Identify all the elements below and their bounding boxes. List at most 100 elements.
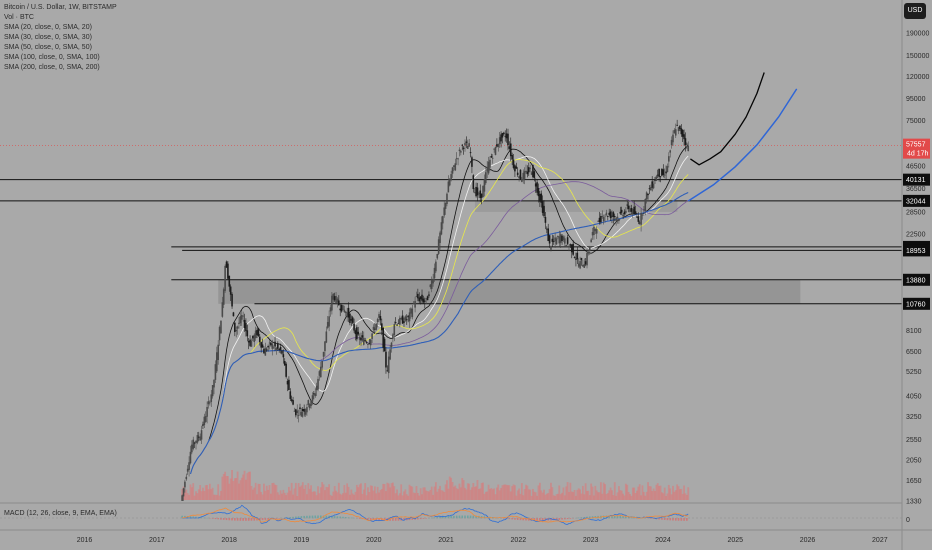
candle-body [229, 286, 232, 295]
volume-indicator-label[interactable]: Vol · BTC [4, 14, 34, 21]
macd-histogram-bar [292, 516, 294, 519]
candle-body [626, 204, 629, 206]
volume-bar [260, 491, 263, 500]
price-level-badge [903, 194, 930, 207]
candle-body [479, 190, 482, 199]
candle-body [343, 309, 346, 313]
candle-body [333, 296, 336, 301]
sma-200-label[interactable]: SMA (200, close, 0, SMA, 200) [4, 64, 100, 71]
volume-bar [618, 486, 620, 500]
volume-bar [229, 478, 232, 500]
candle-body [498, 137, 501, 145]
volume-bar [220, 490, 222, 500]
sma-50-label[interactable]: SMA (50, close, 0, SMA, 50) [4, 44, 92, 51]
volume-bar [605, 494, 608, 500]
macd-histogram-bar [322, 515, 325, 519]
volume-bar [339, 493, 342, 500]
volume-bar [684, 493, 687, 500]
candle-body [451, 167, 454, 174]
currency-button[interactable]: USD [904, 3, 926, 19]
time-axis[interactable]: 2016 2017 2018 2019 2020 2021 2022 2023 2024 2025… [77, 537, 888, 544]
volume-bar [254, 482, 257, 500]
volume-bar [301, 482, 304, 500]
volume-bar [457, 489, 459, 500]
candle-body [433, 267, 436, 279]
candle-body [446, 193, 448, 205]
volume-bar [649, 486, 652, 500]
volume-bar [459, 487, 462, 500]
macd-histogram-bar [658, 518, 660, 520]
price-axis[interactable]: 190000 150000 120000 95000 75000 46500 36500 28… [906, 31, 929, 506]
price-tick-label: 5250 [906, 369, 922, 376]
volume-bar [540, 490, 543, 500]
volume-bar [473, 486, 476, 500]
volume-bar [340, 494, 343, 500]
volume-bar [588, 495, 591, 500]
candle-body [403, 321, 405, 323]
candle-body [321, 360, 323, 368]
projection-blue-line[interactable] [687, 88, 798, 202]
candle-body [283, 361, 286, 366]
candle-body [534, 183, 537, 187]
macd-histogram-bar [472, 515, 475, 519]
candle-body [584, 261, 587, 265]
candle-body [669, 150, 672, 153]
volume-bar [347, 486, 350, 500]
candle-body [426, 296, 429, 301]
volume-bar [507, 485, 509, 500]
candle-body [573, 257, 576, 258]
candle-body [394, 322, 397, 323]
candle-body [200, 430, 203, 440]
candle-body [591, 231, 594, 236]
volume-bar [609, 487, 612, 500]
volume-bar [652, 488, 655, 500]
candle-body [218, 326, 221, 341]
candle-body [458, 149, 461, 152]
sma-20-label[interactable]: SMA (20, close, 0, SMA, 20) [4, 24, 92, 31]
candle-body [448, 179, 451, 186]
projection-black-line[interactable] [690, 72, 765, 166]
volume-bar [484, 491, 487, 500]
volume-bar [630, 495, 633, 500]
volume-bar [436, 491, 439, 500]
candle-body [536, 182, 538, 193]
support-zone [218, 279, 801, 304]
macd-histogram-bar [303, 515, 305, 519]
volume-bar [683, 485, 685, 500]
macd-indicator-label[interactable]: MACD (12, 26, close, 9, EMA, EMA) [4, 510, 117, 517]
candle-body [569, 244, 572, 246]
macd-histogram-bar [239, 518, 242, 521]
volume-bar [328, 484, 331, 500]
volume-bar [197, 489, 200, 500]
volume-bar [680, 488, 683, 500]
candle-body [609, 211, 612, 219]
symbol-title[interactable]: Bitcoin / U.S. Dollar, 1W, BITSTAMP [4, 4, 117, 11]
candle-body [487, 161, 490, 174]
volume-bar [593, 495, 595, 500]
candle-body [557, 236, 559, 238]
candle-body [442, 216, 444, 224]
price-level-badge [903, 297, 930, 310]
candle-body [253, 334, 256, 343]
volume-bar [307, 483, 310, 500]
candle-body [554, 237, 556, 242]
volume-bar [222, 473, 225, 500]
candle-body [630, 207, 633, 212]
candle-body [296, 410, 299, 413]
candle-body [405, 319, 408, 321]
volume-bar [667, 484, 670, 500]
volume-bar [490, 488, 493, 500]
volume-bar [559, 494, 562, 500]
volume-bar [489, 489, 491, 500]
sma-100-label[interactable]: SMA (100, close, 0, SMA, 100) [4, 54, 100, 61]
candle-body [491, 157, 494, 159]
sma-30-label[interactable]: SMA (30, close, 0, SMA, 30) [4, 34, 92, 41]
macd-histogram-bar [625, 515, 627, 519]
time-tick-label: 2023 [583, 537, 599, 544]
volume-bar [357, 487, 360, 500]
volume-bar [387, 483, 390, 500]
macd-histogram-bar [319, 515, 322, 519]
candle-body [285, 363, 287, 377]
candle-body [637, 216, 640, 222]
